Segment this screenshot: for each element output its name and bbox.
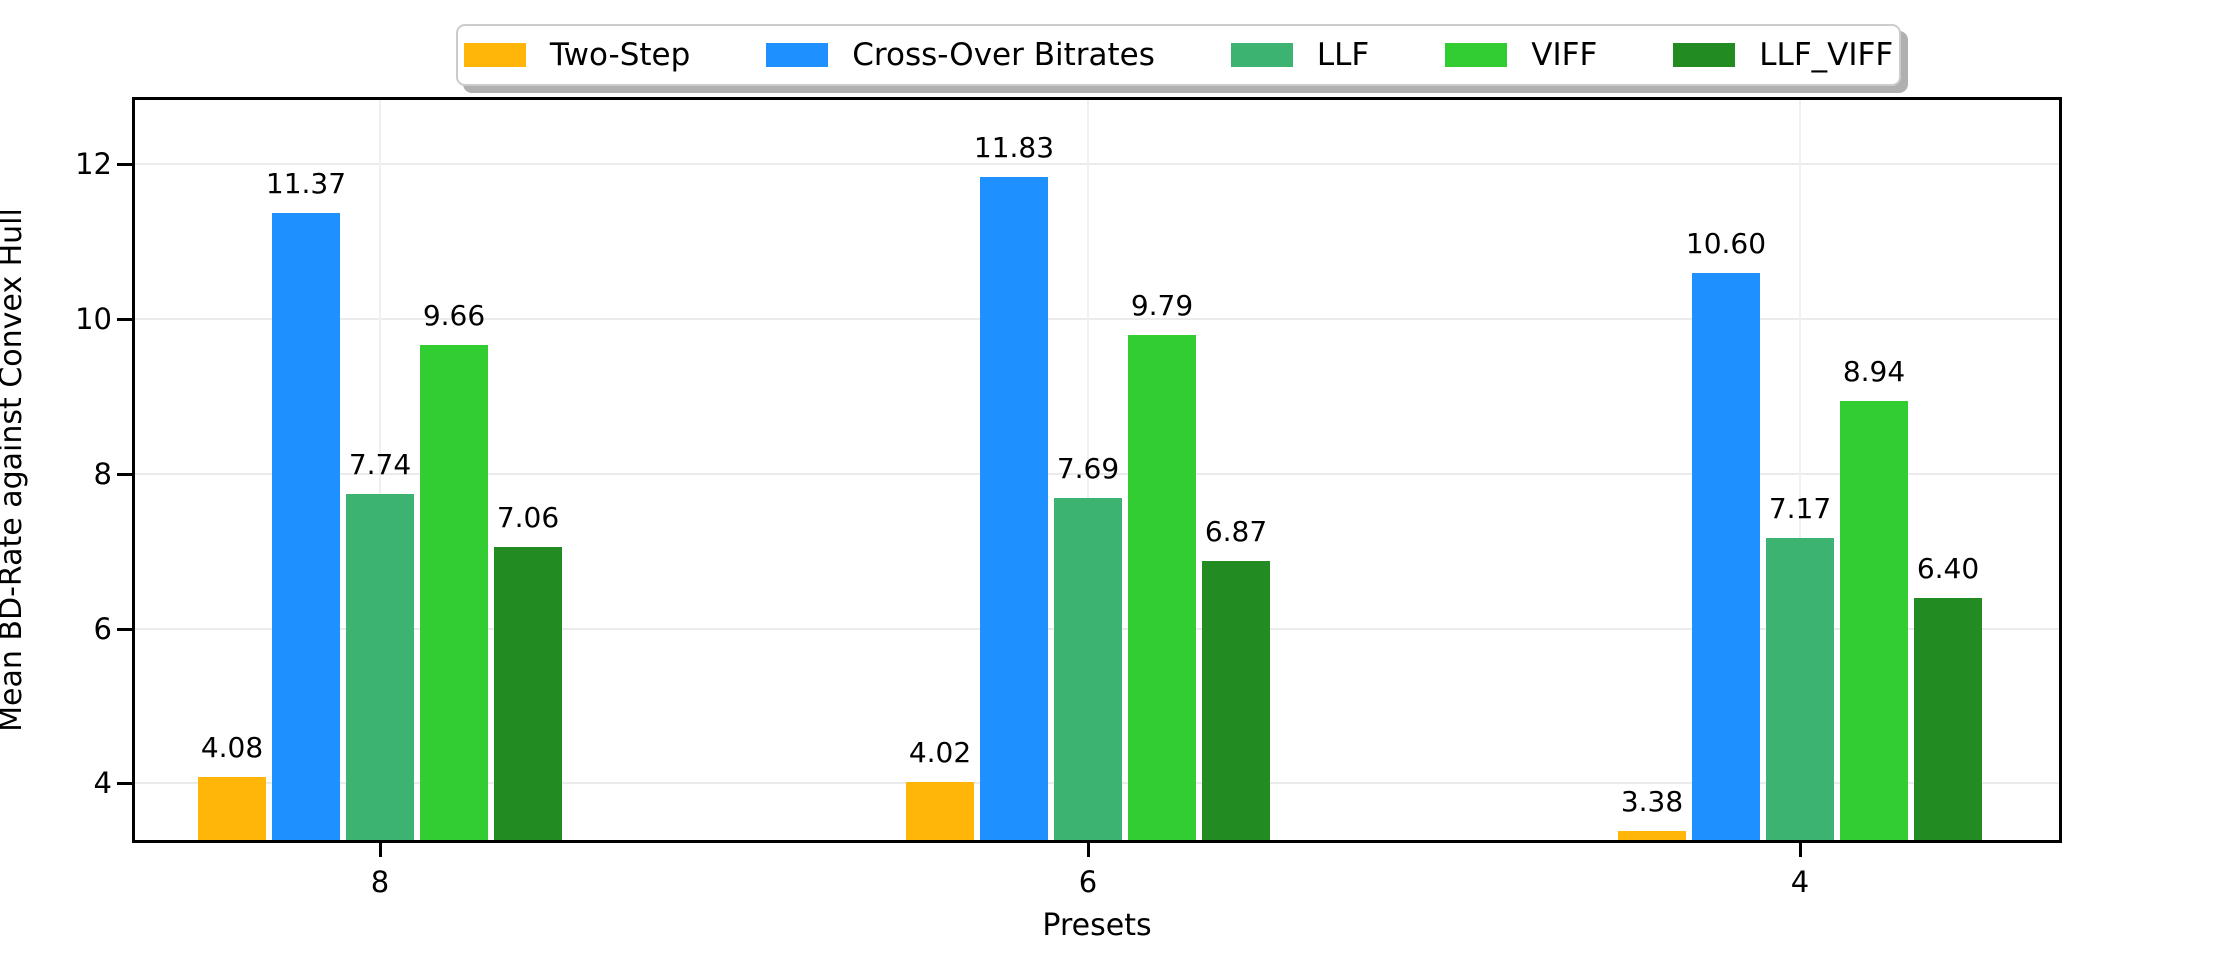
legend-swatch-icon — [1673, 43, 1736, 67]
bar-llf-viff-preset-4 — [1914, 597, 1982, 840]
bar-llf-preset-6 — [1054, 497, 1122, 840]
y-tick-label-12: 12 — [75, 147, 112, 182]
bar-value-label: 8.94 — [1842, 355, 1906, 389]
bar-value-label: 11.83 — [973, 131, 1055, 165]
v-gridline-6 — [1087, 100, 1089, 840]
bar-value-label: 4.02 — [908, 735, 972, 769]
bar-cross-over-bitrates-preset-8 — [272, 213, 340, 840]
bar-cross-over-bitrates-preset-4 — [1692, 272, 1760, 840]
bar-viff-preset-8 — [420, 345, 488, 840]
x-tick-mark-6 — [1087, 843, 1090, 857]
legend-swatch-icon — [1230, 43, 1293, 67]
y-tick-mark-6 — [117, 627, 132, 631]
y-tick-label-8: 8 — [93, 456, 112, 491]
y-tick-mark-10 — [117, 318, 132, 322]
h-gridline-10 — [135, 318, 2059, 321]
bar-value-label: 4.08 — [200, 731, 264, 765]
bar-value-label: 6.87 — [1204, 515, 1268, 549]
legend-item-llf: LLF — [1230, 37, 1370, 73]
legend-label: Cross-Over Bitrates — [852, 37, 1155, 73]
bar-viff-preset-6 — [1128, 335, 1196, 840]
legend-swatch-icon — [766, 43, 829, 67]
legend-item-two-step: Two-Step — [463, 37, 691, 73]
legend-swatch-icon — [1445, 43, 1508, 67]
plot-area: 4.08 4.02 3.38 11.37 11.83 10.60 7.74 7.69 7.17 9… — [132, 97, 2062, 843]
bar-two-step-preset-8 — [198, 777, 266, 840]
bar-cross-over-bitrates-preset-6 — [980, 177, 1048, 840]
bar-llf-viff-preset-6 — [1202, 561, 1270, 840]
bar-two-step-preset-4 — [1618, 831, 1686, 840]
bar-value-label: 10.60 — [1685, 226, 1767, 260]
legend: Two-Step Cross-Over Bitrates LLF VIFF LLF_VI… — [456, 24, 1901, 86]
h-gridline-8 — [135, 472, 2059, 475]
bar-value-label: 9.79 — [1130, 289, 1194, 323]
v-gridline-4 — [1799, 100, 1801, 840]
y-tick-label-10: 10 — [75, 302, 112, 337]
legend-swatch-icon — [463, 43, 526, 67]
bar-llf-preset-8 — [346, 493, 414, 840]
bar-value-label: 7.17 — [1768, 492, 1832, 526]
legend-item-cross-over-bitrates: Cross-Over Bitrates — [766, 37, 1155, 73]
bar-value-label: 7.06 — [496, 500, 560, 534]
bar-value-label: 7.74 — [348, 447, 412, 481]
legend-item-llf-viff: LLF_VIFF — [1673, 37, 1893, 73]
h-gridline-12 — [135, 163, 2059, 166]
y-tick-mark-8 — [117, 472, 132, 476]
bar-value-label: 3.38 — [1620, 785, 1684, 819]
y-tick-label-4: 4 — [93, 766, 112, 801]
legend-label: LLF — [1316, 37, 1370, 73]
y-tick-mark-4 — [117, 782, 132, 786]
y-tick-label-6: 6 — [93, 611, 112, 646]
legend-label: LLF_VIFF — [1759, 37, 1894, 73]
v-gridline-8 — [379, 100, 381, 840]
bar-value-label: 6.40 — [1916, 551, 1980, 585]
x-tick-label-8: 8 — [370, 865, 390, 899]
y-tick-mark-12 — [117, 163, 132, 167]
x-tick-label-6: 6 — [1078, 865, 1098, 899]
x-tick-mark-4 — [1799, 843, 1802, 857]
bar-value-label: 11.37 — [265, 167, 347, 200]
bar-llf-viff-preset-8 — [494, 546, 562, 840]
bar-value-label: 7.69 — [1056, 451, 1120, 485]
legend-label: VIFF — [1531, 37, 1598, 73]
bar-viff-preset-4 — [1840, 401, 1908, 840]
bar-llf-preset-4 — [1766, 538, 1834, 840]
bar-two-step-preset-6 — [906, 781, 974, 840]
x-axis-title: Presets — [1042, 908, 1152, 943]
legend-item-viff: VIFF — [1445, 37, 1597, 73]
legend-label: Two-Step — [549, 37, 691, 73]
x-tick-mark-8 — [379, 843, 382, 857]
bar-value-label: 9.66 — [422, 299, 486, 333]
x-tick-label-4: 4 — [1790, 865, 1810, 899]
